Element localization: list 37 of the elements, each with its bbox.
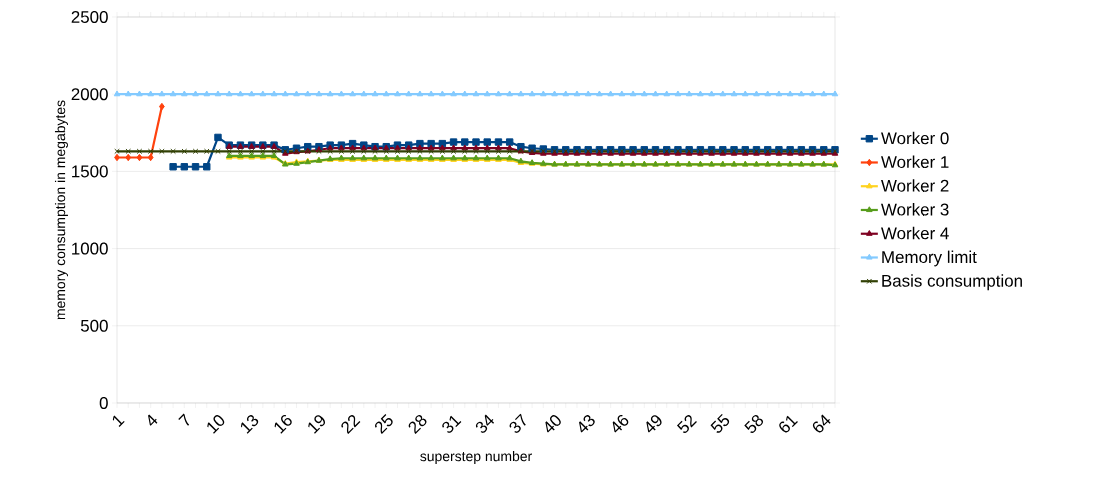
x-tick-label: 31 bbox=[442, 415, 462, 433]
x-tick-label: 4 bbox=[148, 414, 158, 426]
x-tick-label: 61 bbox=[779, 415, 798, 433]
y-tick-label: 1000 bbox=[72, 242, 108, 255]
legend-label: Worker 4 bbox=[881, 226, 949, 240]
legend-label: Memory limit bbox=[882, 250, 977, 267]
x-tick-label: 37 bbox=[509, 413, 526, 433]
legend-label: Worker 3 bbox=[881, 203, 949, 216]
x-tick-label: 64 bbox=[812, 414, 831, 433]
legend-label: Worker 1 bbox=[881, 155, 949, 169]
x-axis-title: superstep number bbox=[420, 450, 532, 464]
x-tick-label: 7 bbox=[178, 413, 190, 426]
x-tick-label: 22 bbox=[341, 414, 361, 435]
x-tick-label: 16 bbox=[274, 414, 292, 434]
y-tick-label: 2000 bbox=[71, 88, 108, 101]
y-tick-label: 500 bbox=[80, 319, 108, 332]
x-tick-label: 49 bbox=[646, 415, 662, 433]
x-tick-label: 25 bbox=[375, 414, 393, 435]
legend-label: Worker 0 bbox=[881, 131, 949, 145]
x-tick-label: 10 bbox=[207, 415, 225, 434]
legend-label: Worker 2 bbox=[881, 179, 949, 192]
x-tick-label: 55 bbox=[710, 413, 730, 433]
y-tick-label: 0 bbox=[99, 396, 108, 409]
legend-label: Basis consumption bbox=[882, 274, 1022, 291]
x-tick-label: 40 bbox=[545, 415, 561, 433]
x-tick-label: 34 bbox=[475, 414, 495, 433]
x-tick-label: 19 bbox=[308, 415, 326, 434]
x-tick-label: 43 bbox=[579, 414, 595, 433]
x-tick-label: 46 bbox=[612, 414, 629, 433]
y-tick-label: 2500 bbox=[71, 10, 108, 23]
x-tick-label: 13 bbox=[240, 414, 259, 434]
x-tick-label: 28 bbox=[408, 414, 427, 435]
x-tick-label: 58 bbox=[744, 414, 764, 433]
x-tick-label: 1 bbox=[112, 415, 125, 427]
x-tick-label: 52 bbox=[676, 414, 697, 433]
y-tick-label: 1500 bbox=[72, 165, 108, 178]
y-axis-title: memory consumption in megabytes bbox=[54, 100, 68, 320]
